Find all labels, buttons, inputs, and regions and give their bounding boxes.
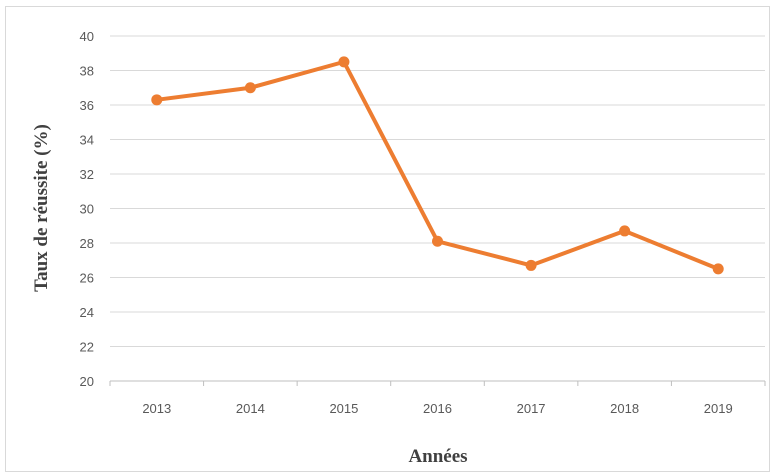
y-tick-label: 34: [80, 133, 94, 148]
y-tick-label: 22: [80, 340, 94, 355]
x-tick-label: 2013: [142, 401, 171, 416]
x-tick-label: 2019: [704, 401, 733, 416]
x-tick-label: 2018: [610, 401, 639, 416]
data-point: [619, 225, 631, 237]
y-tick-label: 30: [80, 202, 94, 217]
x-axis: [109, 380, 766, 386]
y-tick-label: 26: [80, 271, 94, 286]
y-tick-label: 20: [80, 374, 94, 389]
x-tick-label: 2015: [329, 401, 358, 416]
data-point: [712, 263, 724, 275]
x-tick-labels: 2013 2014 2015 2016 2017 2018 2019: [142, 401, 732, 416]
y-tick-label: 36: [80, 98, 94, 113]
x-axis-title: Années: [408, 446, 467, 467]
y-tick-label: 28: [80, 236, 94, 251]
y-tick-label: 32: [80, 167, 94, 182]
x-tick-label: 2014: [236, 401, 265, 416]
y-axis-title: Taux de réussite (%): [31, 124, 52, 292]
y-tick-label: 40: [80, 29, 94, 44]
data-point: [525, 259, 537, 271]
data-point: [244, 82, 256, 94]
data-point: [338, 56, 350, 68]
data-point: [432, 235, 443, 247]
data-point: [151, 94, 163, 106]
y-tick-label: 38: [80, 64, 94, 79]
x-tick-label: 2016: [423, 401, 452, 416]
gridlines: [110, 35, 765, 347]
y-tick-labels: 20 22 24 26 28 30 32 34 36 38 40: [80, 29, 94, 389]
series-points: [151, 56, 724, 275]
y-tick-label: 24: [80, 305, 94, 320]
x-tick-label: 2017: [517, 401, 546, 416]
